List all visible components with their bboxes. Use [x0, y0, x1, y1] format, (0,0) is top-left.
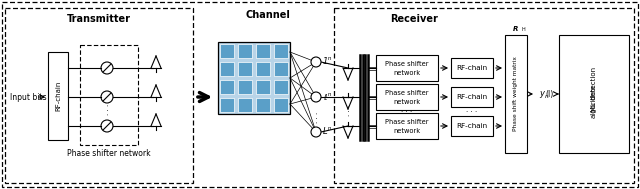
Bar: [274, 98, 288, 112]
Text: . . .: . . .: [345, 104, 351, 116]
Text: ℓ: ℓ: [323, 92, 326, 101]
Bar: [274, 62, 288, 76]
Bar: [220, 80, 234, 94]
Bar: [220, 62, 234, 76]
Bar: [80, 45, 138, 145]
Text: n: n: [327, 91, 330, 97]
Text: Phase shifter: Phase shifter: [385, 61, 429, 67]
Text: R: R: [513, 26, 518, 32]
Bar: [376, 84, 438, 110]
Bar: [451, 87, 493, 107]
Bar: [238, 62, 252, 76]
Text: network: network: [394, 70, 420, 76]
Circle shape: [311, 92, 321, 102]
Bar: [334, 8, 634, 183]
Bar: [376, 55, 438, 81]
Text: . . .: . . .: [401, 107, 413, 113]
Bar: [505, 35, 527, 153]
Bar: [218, 42, 290, 114]
Bar: [5, 8, 193, 183]
Bar: [274, 80, 288, 94]
Bar: [274, 44, 288, 58]
Bar: [220, 44, 234, 58]
Text: r: r: [545, 94, 547, 99]
Bar: [451, 58, 493, 78]
Text: Transmitter: Transmitter: [67, 14, 131, 24]
Text: network: network: [394, 128, 420, 134]
Text: RF-chain: RF-chain: [55, 81, 61, 111]
Bar: [256, 80, 270, 94]
Text: . . .: . . .: [467, 107, 477, 113]
Text: RF-chain: RF-chain: [456, 65, 488, 71]
Text: Phase shifter network: Phase shifter network: [67, 149, 151, 158]
Bar: [238, 80, 252, 94]
Text: n: n: [327, 126, 330, 132]
Text: Phase shifter: Phase shifter: [385, 119, 429, 125]
Text: Phase shifter: Phase shifter: [385, 90, 429, 96]
Bar: [559, 35, 629, 153]
Text: 1: 1: [323, 57, 328, 67]
Text: algorithm: algorithm: [591, 84, 597, 118]
Bar: [256, 44, 270, 58]
Bar: [376, 113, 438, 139]
Text: RF-chain: RF-chain: [456, 94, 488, 100]
Text: RF-chain: RF-chain: [456, 123, 488, 129]
Text: H: H: [521, 27, 525, 32]
Bar: [451, 116, 493, 136]
Text: Receiver: Receiver: [390, 14, 438, 24]
Text: network: network: [394, 99, 420, 105]
Bar: [48, 52, 68, 140]
Text: Input bits: Input bits: [10, 92, 47, 101]
Text: . . .: . . .: [313, 111, 319, 123]
Bar: [256, 98, 270, 112]
Text: Channel: Channel: [246, 10, 291, 20]
Bar: [220, 98, 234, 112]
Circle shape: [311, 57, 321, 67]
Text: ML detection: ML detection: [591, 67, 597, 112]
Circle shape: [311, 127, 321, 137]
Text: Phase shift weight matrix: Phase shift weight matrix: [513, 57, 518, 131]
Text: . . .: . . .: [104, 103, 110, 115]
Text: n: n: [327, 57, 330, 61]
Text: L: L: [323, 128, 328, 136]
Bar: [238, 44, 252, 58]
Text: y: y: [540, 90, 545, 98]
Bar: [256, 62, 270, 76]
Bar: [238, 98, 252, 112]
Text: (l): (l): [546, 90, 554, 98]
